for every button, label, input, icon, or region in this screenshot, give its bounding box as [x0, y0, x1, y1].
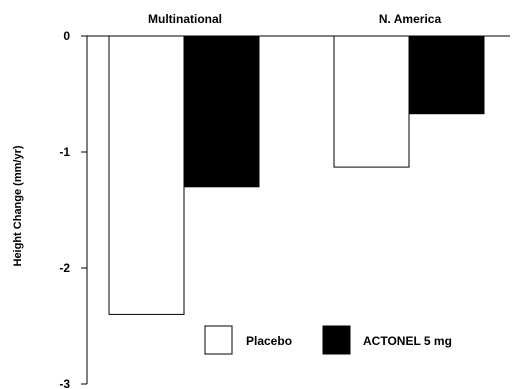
- y-axis-title: Height Change (mm/yr): [12, 145, 24, 266]
- category-label-n-america: N. America: [379, 12, 442, 26]
- legend-swatch-placebo: [204, 325, 233, 355]
- bar-n-america-placebo: [333, 35, 410, 168]
- legend-label-actonel: ACTONEL 5 mg: [363, 334, 452, 348]
- legend: Placebo ACTONEL 5 mg: [204, 325, 452, 355]
- bar-multinational-placebo: [108, 35, 185, 315]
- legend-swatch-actonel: [322, 325, 351, 355]
- category-label-multinational: Multinational: [148, 12, 222, 26]
- y-tick-label: -3: [59, 377, 70, 389]
- legend-label-placebo: Placebo: [246, 334, 292, 348]
- labels-group: Height Change (mm/yr) Multinational N. A…: [12, 12, 441, 267]
- bar-n-america-actonel-5-mg: [408, 35, 485, 115]
- bars-group: [108, 35, 485, 315]
- y-tick-label: 0: [63, 29, 70, 43]
- y-tick-label: -1: [59, 145, 70, 159]
- bar-multinational-actonel-5-mg: [183, 35, 260, 188]
- y-tick-label: -2: [59, 261, 70, 275]
